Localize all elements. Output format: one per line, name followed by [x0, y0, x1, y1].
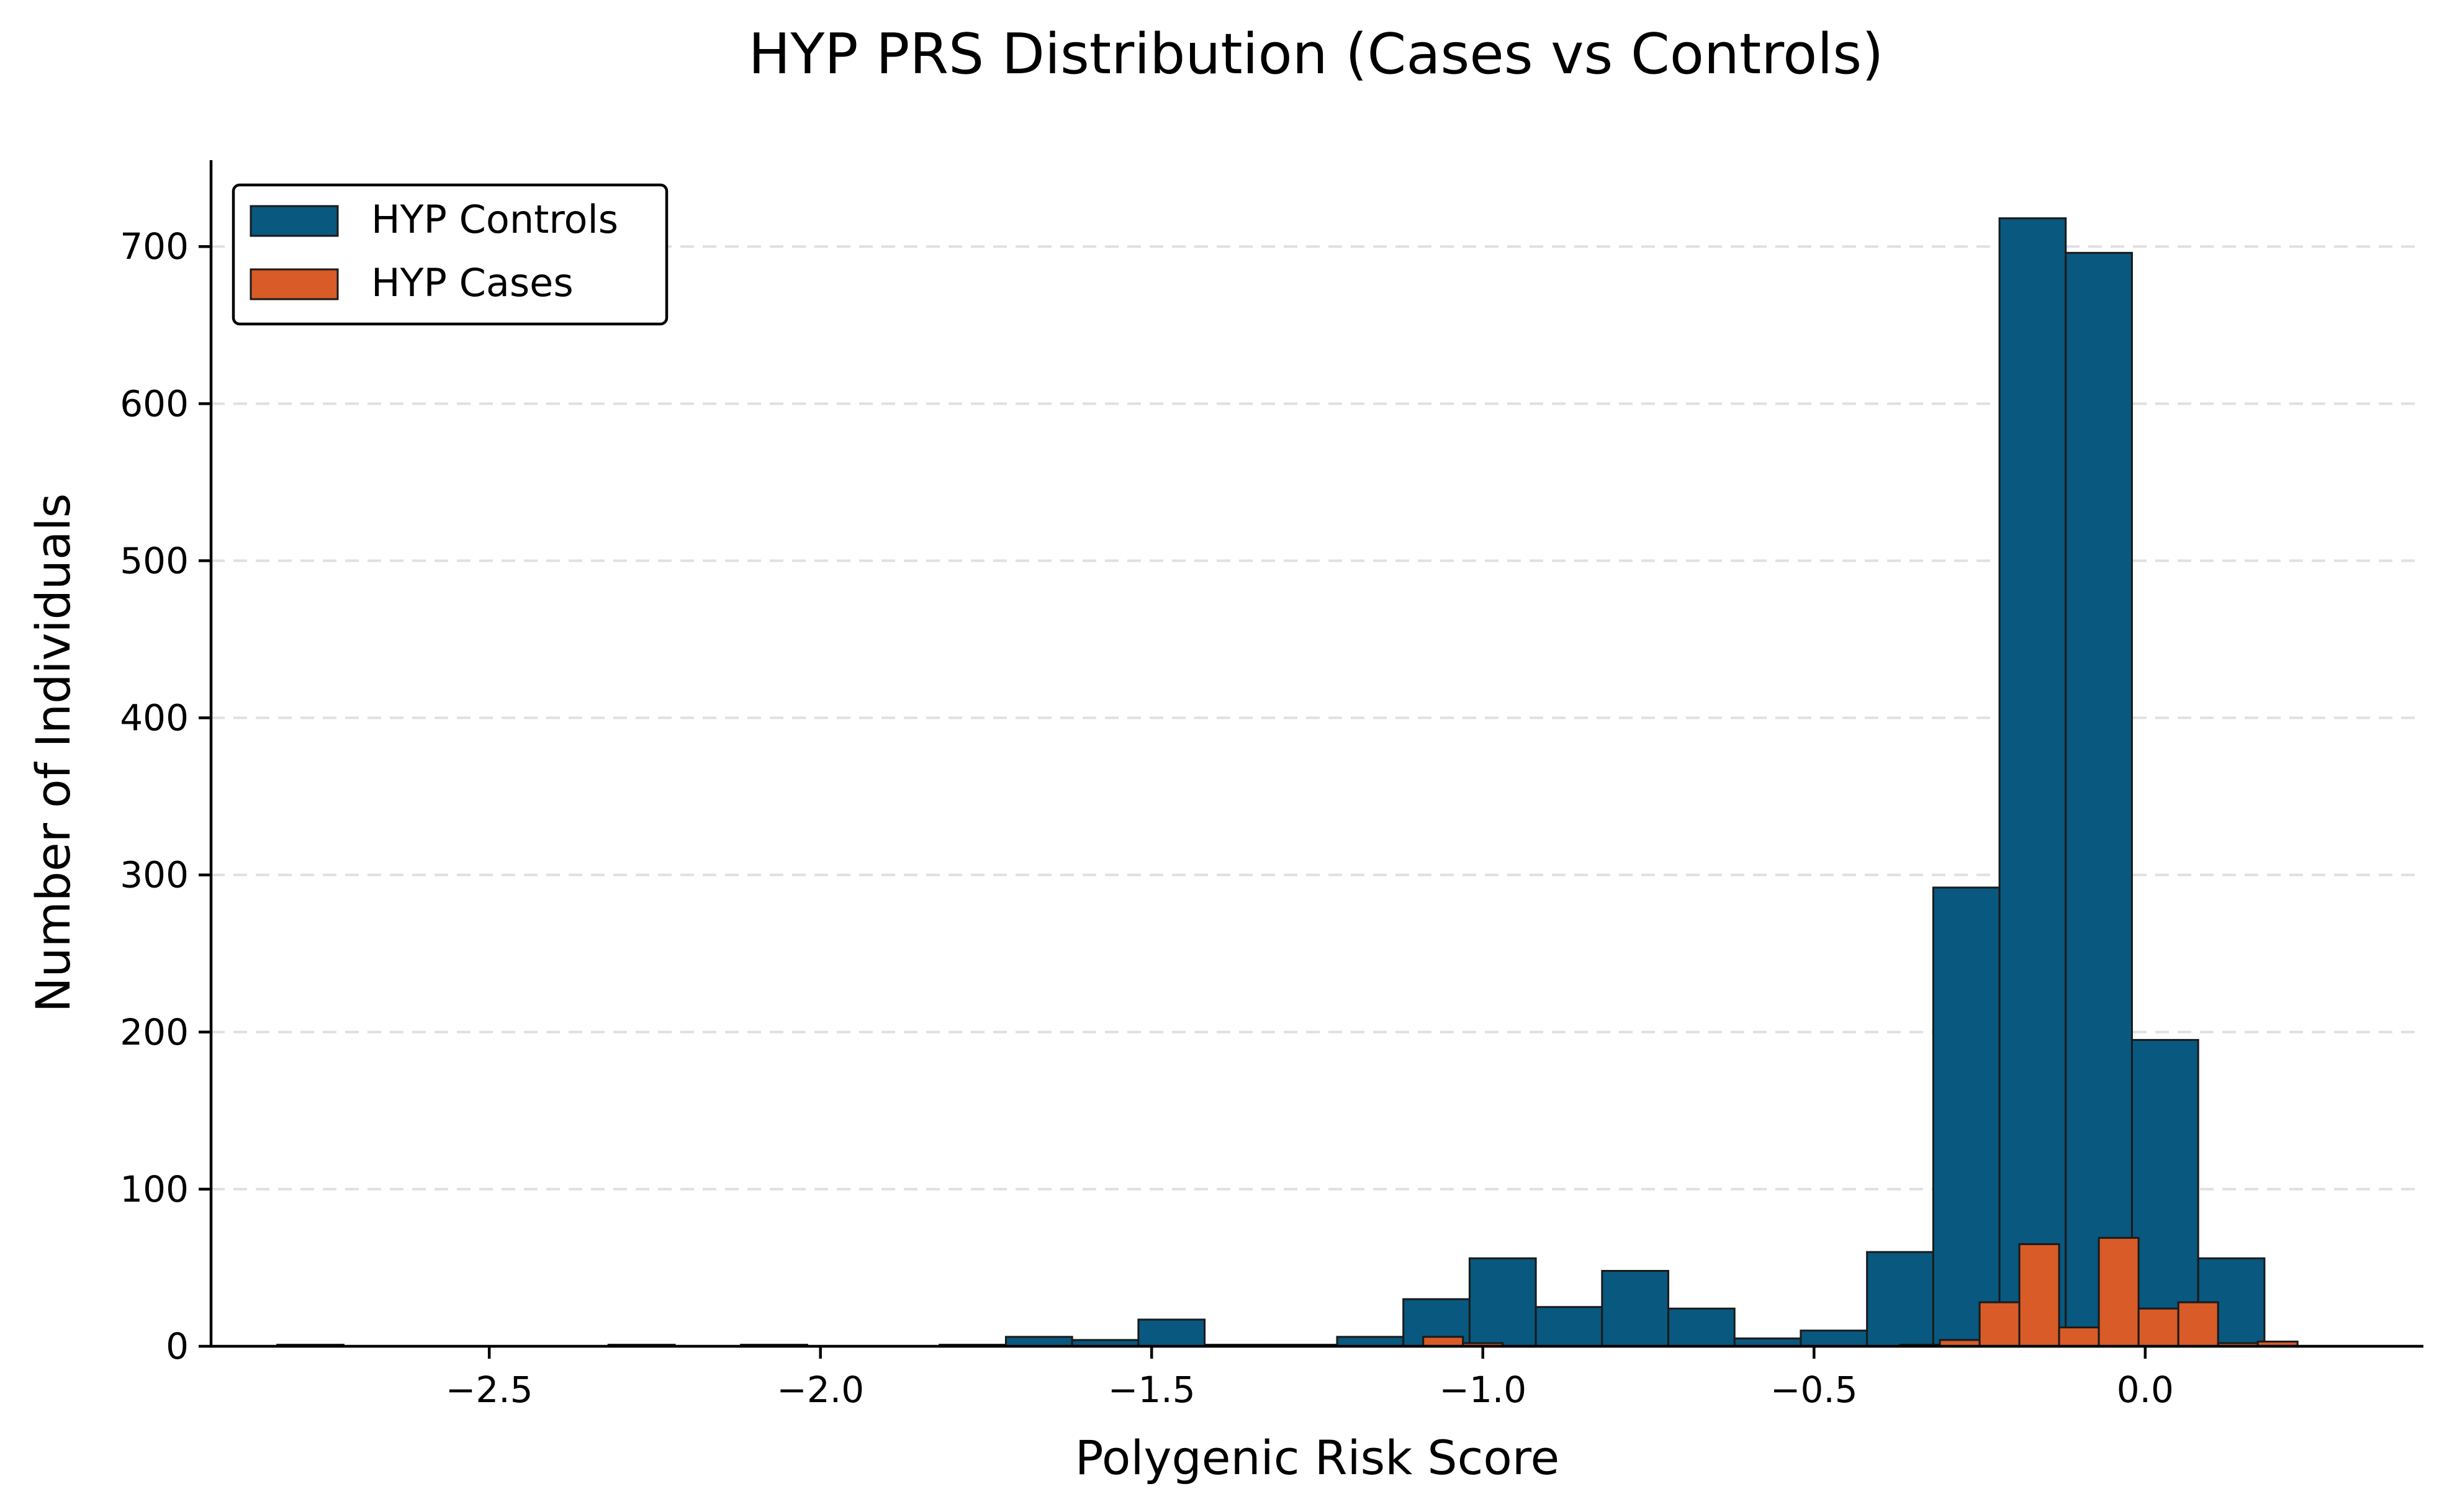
controls-bar [1534, 1306, 1603, 1348]
legend-swatch-controls [250, 205, 339, 237]
x-tick-label: −1.0 [1439, 1369, 1526, 1411]
y-tick-label: 700 [120, 225, 189, 268]
x-axis-label: Polygenic Risk Score [1075, 1430, 1559, 1485]
legend-box [232, 183, 669, 326]
legend-label-controls: HYP Controls [371, 197, 618, 242]
y-axis-label: Number of Individuals [25, 493, 81, 1013]
y-tick-label: 100 [120, 1168, 189, 1210]
controls-bar [2065, 251, 2133, 1348]
cases-bar [2137, 1307, 2179, 1348]
legend: HYP Controls HYP Cases [232, 183, 669, 326]
controls-bar [1866, 1251, 1934, 1348]
y-axis-ticks: 0 100 200 300 400 500 600 700 [120, 225, 211, 1367]
y-tick-label: 500 [120, 539, 189, 582]
axes [209, 160, 2423, 1348]
x-tick-label: 0.0 [2117, 1369, 2174, 1411]
controls-bar [1601, 1270, 1670, 1348]
cases-bar [1978, 1301, 2021, 1348]
cases-bar [2177, 1301, 2219, 1348]
legend-swatch-cases [250, 268, 339, 300]
cases-bar [2058, 1326, 2100, 1348]
cases-bar [2018, 1243, 2060, 1348]
controls-bar [1137, 1318, 1206, 1348]
plot-bars [276, 217, 2299, 1348]
x-tick-label: −1.5 [1108, 1369, 1196, 1411]
controls-bar [1800, 1330, 1868, 1348]
x-axis-ticks: −2.5 −2.0 −1.5 −1.0 −0.5 0.0 [446, 1346, 2174, 1411]
controls-bar [1667, 1307, 1736, 1348]
y-tick-label: 0 [166, 1325, 189, 1367]
controls-bar [2130, 1038, 2199, 1348]
y-tick-label: 400 [120, 697, 189, 739]
cases-bar [2098, 1236, 2140, 1348]
y-tick-label: 300 [120, 854, 189, 896]
controls-bar [1932, 886, 2001, 1348]
controls-bar [1336, 1336, 1405, 1348]
y-tick-label: 600 [120, 382, 189, 425]
legend-label-cases: HYP Cases [371, 260, 574, 305]
y-tick-label: 200 [120, 1011, 189, 1053]
controls-bar [1468, 1257, 1537, 1348]
x-tick-label: −2.0 [777, 1369, 864, 1411]
chart-title: HYP PRS Distribution (Cases vs Controls) [749, 22, 1884, 87]
x-tick-label: −2.5 [446, 1369, 533, 1411]
x-tick-label: −0.5 [1770, 1369, 1858, 1411]
cases-bar [1422, 1336, 1464, 1348]
controls-bar [1004, 1336, 1073, 1348]
controls-bar [1998, 217, 2067, 1348]
